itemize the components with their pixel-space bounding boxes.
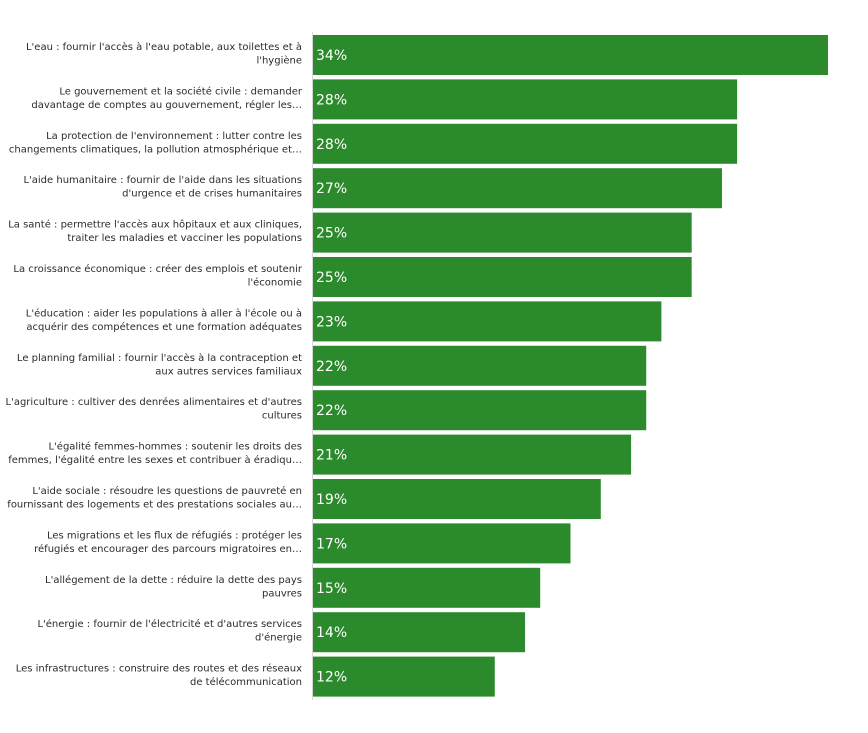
bar-2 xyxy=(313,79,738,120)
category-label-line: Le gouvernement et la société civile : d… xyxy=(59,85,303,97)
value-label-12: 17% xyxy=(316,536,347,552)
value-suffix: % xyxy=(334,536,347,552)
category-label-line: l'économie xyxy=(248,277,302,289)
category-label-line: de télécommunication xyxy=(190,676,302,688)
category-label-12: Les migrations et les flux de réfugiés :… xyxy=(34,529,302,555)
value-label-3: 28% xyxy=(316,137,347,153)
category-label-line: L'agriculture : cultiver des denrées ali… xyxy=(6,396,302,408)
category-label-line: Les infrastructures : construire des rou… xyxy=(16,663,302,675)
category-label-line: cultures xyxy=(262,411,302,422)
category-label-1: L'eau : fournir l'accès à l'eau potable,… xyxy=(26,41,302,67)
bars-layer: 34% 28% 28% 27% 25% 25% 23% 22% 22% 21% 19% 17% 15% 1… xyxy=(313,35,828,697)
bar-10 xyxy=(313,434,632,475)
category-label-15: Les infrastructures : construire des rou… xyxy=(16,663,302,689)
category-label-line: Le planning familial : fournir l'accès à… xyxy=(17,352,302,364)
value-label-5: 25% xyxy=(316,226,347,242)
category-label-line: acquérir des compétences et une formatio… xyxy=(26,321,302,333)
category-label-line: Les migrations et les flux de réfugiés :… xyxy=(47,529,302,541)
category-label-line: L'eau : fournir l'accès à l'eau potable,… xyxy=(26,41,302,53)
bar-14 xyxy=(313,612,526,653)
value-suffix: % xyxy=(334,670,347,686)
category-label-line: traiter les maladies et vacciner les pop… xyxy=(67,233,302,244)
bar-7 xyxy=(313,301,662,342)
category-label-line: L'égalité femmes-hommes : soutenir les d… xyxy=(48,441,302,453)
value-suffix: % xyxy=(334,492,347,508)
value-suffix: % xyxy=(334,181,347,197)
value-label-11: 19% xyxy=(316,492,347,508)
bar-3 xyxy=(313,123,738,164)
category-label-3: La protection de l'environnement : lutte… xyxy=(9,131,302,156)
category-label-14: L'énergie : fournir de l'électricité et … xyxy=(37,618,302,644)
bar-6 xyxy=(313,257,692,297)
category-label-line: l'hygiène xyxy=(256,55,302,67)
value-suffix: % xyxy=(334,137,347,153)
category-label-line: d'énergie xyxy=(255,632,302,644)
bar-8 xyxy=(313,345,647,386)
category-label-13: L'allégement de la dette : réduire la de… xyxy=(45,574,302,600)
category-label-line: aux autres services familiaux xyxy=(155,366,302,377)
category-label-line: changements climatiques, la pollution at… xyxy=(9,143,302,155)
value-label-6: 25% xyxy=(316,270,347,286)
bar-4 xyxy=(313,168,722,209)
category-label-line: La santé : permettre l'accès aux hôpitau… xyxy=(8,219,302,231)
value-suffix: % xyxy=(334,48,347,64)
value-suffix: % xyxy=(334,625,347,641)
category-label-8: Le planning familial : fournir l'accès à… xyxy=(17,352,302,378)
category-label-line: La croissance économique : créer des emp… xyxy=(13,263,302,275)
value-suffix: % xyxy=(334,359,347,375)
value-label-1: 34% xyxy=(316,48,347,64)
value-label-8: 22% xyxy=(316,359,347,375)
category-label-4: L'aide humanitaire : fournir de l'aide d… xyxy=(23,175,302,200)
value-suffix: % xyxy=(334,448,347,464)
value-label-13: 15% xyxy=(316,581,347,597)
value-label-9: 22% xyxy=(316,403,347,419)
bar-5 xyxy=(313,212,692,253)
value-suffix: % xyxy=(334,314,347,330)
category-label-line: femmes, l'égalité entre les sexes et con… xyxy=(8,454,302,466)
value-suffix: % xyxy=(334,226,347,242)
category-label-line: réfugiés et encourager des parcours migr… xyxy=(34,543,302,555)
bar-9 xyxy=(313,390,647,431)
value-label-15: 12% xyxy=(316,670,347,686)
value-suffix: % xyxy=(334,270,347,286)
category-label-7: L'éducation : aider les populations à al… xyxy=(26,307,302,333)
value-suffix: % xyxy=(334,92,347,108)
bar-12 xyxy=(313,523,571,564)
value-label-2: 28% xyxy=(316,92,347,108)
category-label-9: L'agriculture : cultiver des denrées ali… xyxy=(6,396,302,422)
value-label-4: 27% xyxy=(316,181,347,197)
category-label-6: La croissance économique : créer des emp… xyxy=(13,263,302,289)
category-label-line: davantage de comptes au gouvernement, ré… xyxy=(31,99,302,111)
value-label-14: 14% xyxy=(316,625,347,641)
category-label-line: La protection de l'environnement : lutte… xyxy=(46,131,302,142)
value-suffix: % xyxy=(334,581,347,597)
category-label-11: L'aide sociale : résoudre les questions … xyxy=(7,485,302,511)
bar-13 xyxy=(313,567,541,608)
category-label-10: L'égalité femmes-hommes : soutenir les d… xyxy=(8,441,302,467)
category-label-line: L'aide sociale : résoudre les questions … xyxy=(32,485,302,497)
category-labels-layer: L'eau : fournir l'accès à l'eau potable,… xyxy=(6,41,303,688)
category-label-line: L'allégement de la dette : réduire la de… xyxy=(45,574,302,586)
category-label-line: L'aide humanitaire : fournir de l'aide d… xyxy=(23,175,302,186)
category-label-line: L'énergie : fournir de l'électricité et … xyxy=(37,618,302,630)
value-label-7: 23% xyxy=(316,314,347,330)
bar-1 xyxy=(313,35,828,75)
category-label-line: fournissant des logements et des prestat… xyxy=(7,500,302,511)
category-label-line: pauvres xyxy=(262,588,302,599)
category-label-2: Le gouvernement et la société civile : d… xyxy=(31,85,303,111)
category-label-line: d'urgence et de crises humanitaires xyxy=(122,189,302,200)
category-label-5: La santé : permettre l'accès aux hôpitau… xyxy=(8,219,302,245)
bar-11 xyxy=(313,479,601,519)
bar-15 xyxy=(313,656,495,697)
value-suffix: % xyxy=(334,403,347,419)
value-label-10: 21% xyxy=(316,448,347,464)
category-label-line: L'éducation : aider les populations à al… xyxy=(26,307,302,319)
